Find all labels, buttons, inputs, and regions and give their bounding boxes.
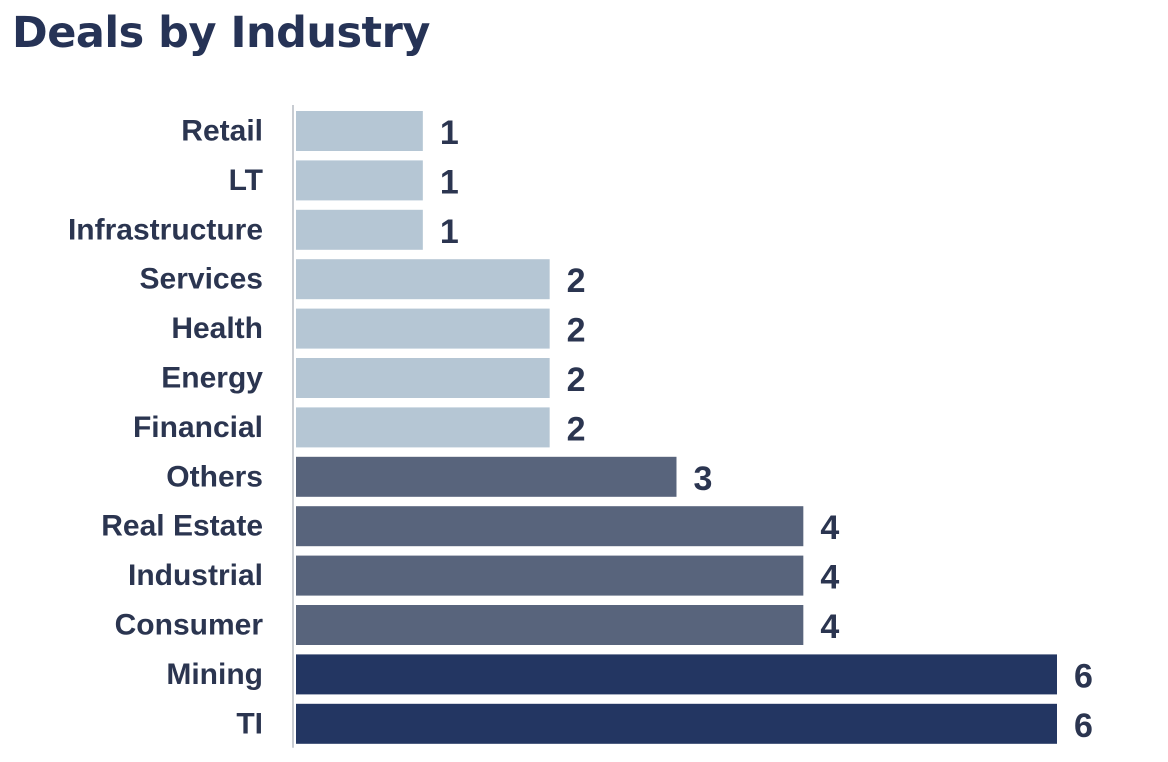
- category-label-others: Others: [166, 460, 263, 493]
- value-label-consumer: 4: [820, 608, 839, 646]
- category-label-energy: Energy: [161, 362, 263, 395]
- category-label-infrastructure: Infrastructure: [68, 213, 263, 246]
- bar-real-estate: [296, 506, 804, 547]
- value-label-ti: 6: [1074, 707, 1093, 745]
- category-label-real-estate: Real Estate: [101, 510, 263, 543]
- value-label-retail: 1: [440, 114, 459, 152]
- category-label-consumer: Consumer: [115, 609, 264, 642]
- bars-group: [296, 111, 1057, 744]
- category-label-lt: LT: [229, 164, 263, 197]
- value-label-real-estate: 4: [820, 509, 839, 547]
- category-label-retail: Retail: [181, 115, 263, 148]
- value-label-financial: 2: [567, 410, 586, 448]
- bar-consumer: [296, 605, 804, 645]
- value-label-infrastructure: 1: [440, 213, 459, 251]
- category-labels-group: Retail LT Infrastructure Services Health Ener…: [68, 115, 263, 741]
- category-label-health: Health: [171, 312, 263, 345]
- value-label-energy: 2: [567, 361, 586, 399]
- bar-energy: [296, 358, 550, 398]
- category-label-industrial: Industrial: [128, 559, 263, 592]
- value-label-services: 2: [567, 262, 586, 300]
- bar-retail: [296, 111, 423, 151]
- category-label-ti: TI: [236, 707, 263, 740]
- bar-industrial: [296, 555, 804, 596]
- value-label-mining: 6: [1074, 657, 1093, 695]
- value-label-industrial: 4: [820, 559, 839, 597]
- bar-mining: [296, 654, 1057, 695]
- bar-others: [296, 456, 677, 497]
- value-label-health: 2: [567, 312, 586, 350]
- category-label-services: Services: [140, 263, 263, 296]
- value-label-others: 3: [694, 460, 713, 498]
- bar-lt: [296, 160, 423, 201]
- bar-health: [296, 308, 550, 349]
- bar-ti: [296, 703, 1057, 744]
- category-label-mining: Mining: [166, 658, 263, 691]
- bar-services: [296, 259, 550, 300]
- category-label-financial: Financial: [133, 411, 263, 444]
- chart-title: Deals by Industry: [12, 8, 430, 58]
- bar-financial: [296, 407, 550, 448]
- value-label-lt: 1: [440, 163, 459, 201]
- bar-infrastructure: [296, 209, 423, 250]
- value-labels-group: 1 1 1 2 2 2 2 3 4 4 4 6 6: [440, 114, 1093, 745]
